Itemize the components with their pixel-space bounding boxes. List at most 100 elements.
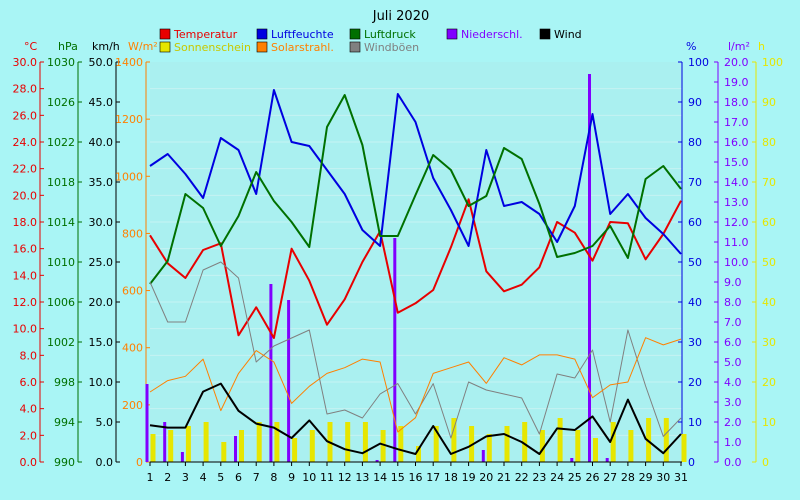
axis: hPa 990 994 998 1002 1006 1010 1014 1018 1022 1026… (47, 40, 82, 469)
bar-sunshine (309, 430, 315, 462)
axis-tick-label: 13.0 (724, 196, 749, 209)
line-temperature (149, 198, 682, 339)
axis-tick-label: 15.0 (89, 336, 114, 349)
axis-tick-label: 1010 (47, 256, 75, 269)
axis-tick-label: 30 (688, 336, 702, 349)
axis-tick-label: 6.0 (724, 336, 742, 349)
axis-tick-label: 35.0 (89, 176, 114, 189)
x-axis: 1 2 3 4 5 6 7 8 9 10 11 12 13 14 15 16 17 18 19 20 21 22 23 24 2… (147, 461, 688, 484)
axis-tick-label: 12.0 (13, 296, 38, 309)
axis-tick-label: 600 (122, 285, 143, 298)
axis-tick-label: 22.0 (13, 163, 38, 176)
axis-tick-label: 70 (688, 176, 702, 189)
bar-series-precipitation (145, 74, 609, 462)
axis-tick-label: 5.0 (724, 356, 742, 369)
axis-tick-label: 15.0 (724, 156, 749, 169)
legend-entry: Sonnenschein (159, 41, 251, 54)
x-tick-label: 20 (479, 471, 493, 484)
x-tick-label: 25 (568, 471, 582, 484)
bar-precipitation (234, 436, 237, 462)
axis-tick-label: 14.0 (724, 176, 749, 189)
axis-tick-label: 30.0 (13, 56, 38, 69)
bar-precipitation (393, 238, 397, 462)
axis-tick-label: 990 (54, 456, 75, 469)
axis-tick-label: 16.0 (724, 136, 749, 149)
legend-label: Wind (554, 28, 582, 41)
x-tick-label: 10 (302, 471, 316, 484)
axis-tick-label: 2.0 (724, 416, 742, 429)
line-pressure (149, 94, 682, 285)
axis-tick-label: 1400 (115, 56, 143, 69)
axis-tick-label: 20.0 (13, 189, 38, 202)
axis-tick-label: 70 (762, 176, 776, 189)
line-wind (149, 382, 682, 455)
line-humidity (149, 89, 682, 255)
axis-tick-label: 1.0 (724, 436, 742, 449)
bar-sunshine (557, 418, 563, 462)
legend-swatch (349, 28, 361, 40)
axis-tick-label: 50 (688, 256, 702, 269)
axis-unit-label: l/m² (728, 40, 750, 53)
axis-tick-label: 0.0 (96, 456, 114, 469)
bar-precipitation (163, 422, 167, 462)
bar-precipitation (145, 384, 149, 462)
legend-entry: Windböen (349, 41, 419, 54)
axis-tick-label: 80 (688, 136, 702, 149)
legend-swatch (539, 28, 551, 40)
legend-entry: Luftfeuchte (256, 28, 334, 41)
bar-sunshine (239, 430, 244, 462)
bar-sunshine (221, 442, 227, 462)
bar-sunshine (504, 426, 510, 462)
axis-tick-label: 1002 (47, 336, 75, 349)
x-tick-label: 6 (235, 471, 242, 484)
legend-entry: Wind (539, 28, 582, 41)
x-tick-label: 1 (147, 471, 154, 484)
x-tick-label: 2 (164, 471, 171, 484)
bar-sunshine (274, 422, 280, 462)
axis-tick-label: 0 (136, 456, 143, 469)
bar-sunshine (433, 426, 439, 462)
axis-tick-label: 3.0 (724, 396, 742, 409)
line-gusts (149, 261, 682, 439)
axis-tick-label: 800 (122, 227, 143, 240)
x-tick-label: 30 (656, 471, 670, 484)
bar-precipitation (180, 452, 184, 462)
bar-sunshine (681, 434, 687, 462)
axis-tick-label: 20 (762, 376, 776, 389)
axis-tick-label: 40 (762, 296, 776, 309)
axis-tick-label: 100 (688, 56, 709, 69)
bar-sunshine (398, 426, 404, 462)
bar-sunshine (168, 430, 174, 462)
legend-label: Windböen (364, 41, 419, 54)
axis-tick-label: 5.0 (96, 416, 114, 429)
axis-tick-label: 1022 (47, 136, 75, 149)
bar-sunshine (292, 438, 298, 462)
axis-tick-label: 50 (762, 256, 776, 269)
axis-tick-label: 40 (688, 296, 702, 309)
legend-swatch (159, 41, 171, 53)
legend-entry: Niederschl. (446, 28, 523, 41)
legend: Temperatur Luftfeuchte Luftdruck Niederschl… (159, 28, 582, 54)
axis-tick-label: 9.0 (724, 276, 742, 289)
bar-precipitation (269, 284, 273, 462)
x-tick-label: 28 (621, 471, 635, 484)
axis-tick-label: 1018 (47, 176, 75, 189)
legend-entry: Solarstrahl. (256, 41, 334, 54)
bar-sunshine (628, 430, 634, 462)
axis-tick-label: 1200 (115, 113, 143, 126)
bar-sunshine (522, 422, 528, 462)
axis-tick-label: 10.0 (89, 376, 114, 389)
x-tick-label: 21 (497, 471, 511, 484)
axis-tick-label: 0.0 (724, 456, 742, 469)
axis-unit-label: W/m² (128, 40, 158, 53)
axis-unit-label: h (758, 40, 765, 53)
axis-tick-label: 7.0 (724, 316, 742, 329)
axis-tick-label: 14.0 (13, 269, 38, 282)
axis: km/h 0.0 5.0 10.0 15.0 20.0 25.0 30.0 35.0 40.0 45… (89, 40, 120, 469)
bar-precipitation (605, 458, 609, 462)
axis-tick-label: 994 (54, 416, 75, 429)
axis: °C 0.0 2.0 4.0 6.0 8.0 10.0 12.0 14.0 16.0 18.0 20.… (13, 40, 44, 469)
x-tick-label: 17 (426, 471, 440, 484)
x-tick-label: 5 (217, 471, 224, 484)
x-tick-label: 29 (639, 471, 653, 484)
